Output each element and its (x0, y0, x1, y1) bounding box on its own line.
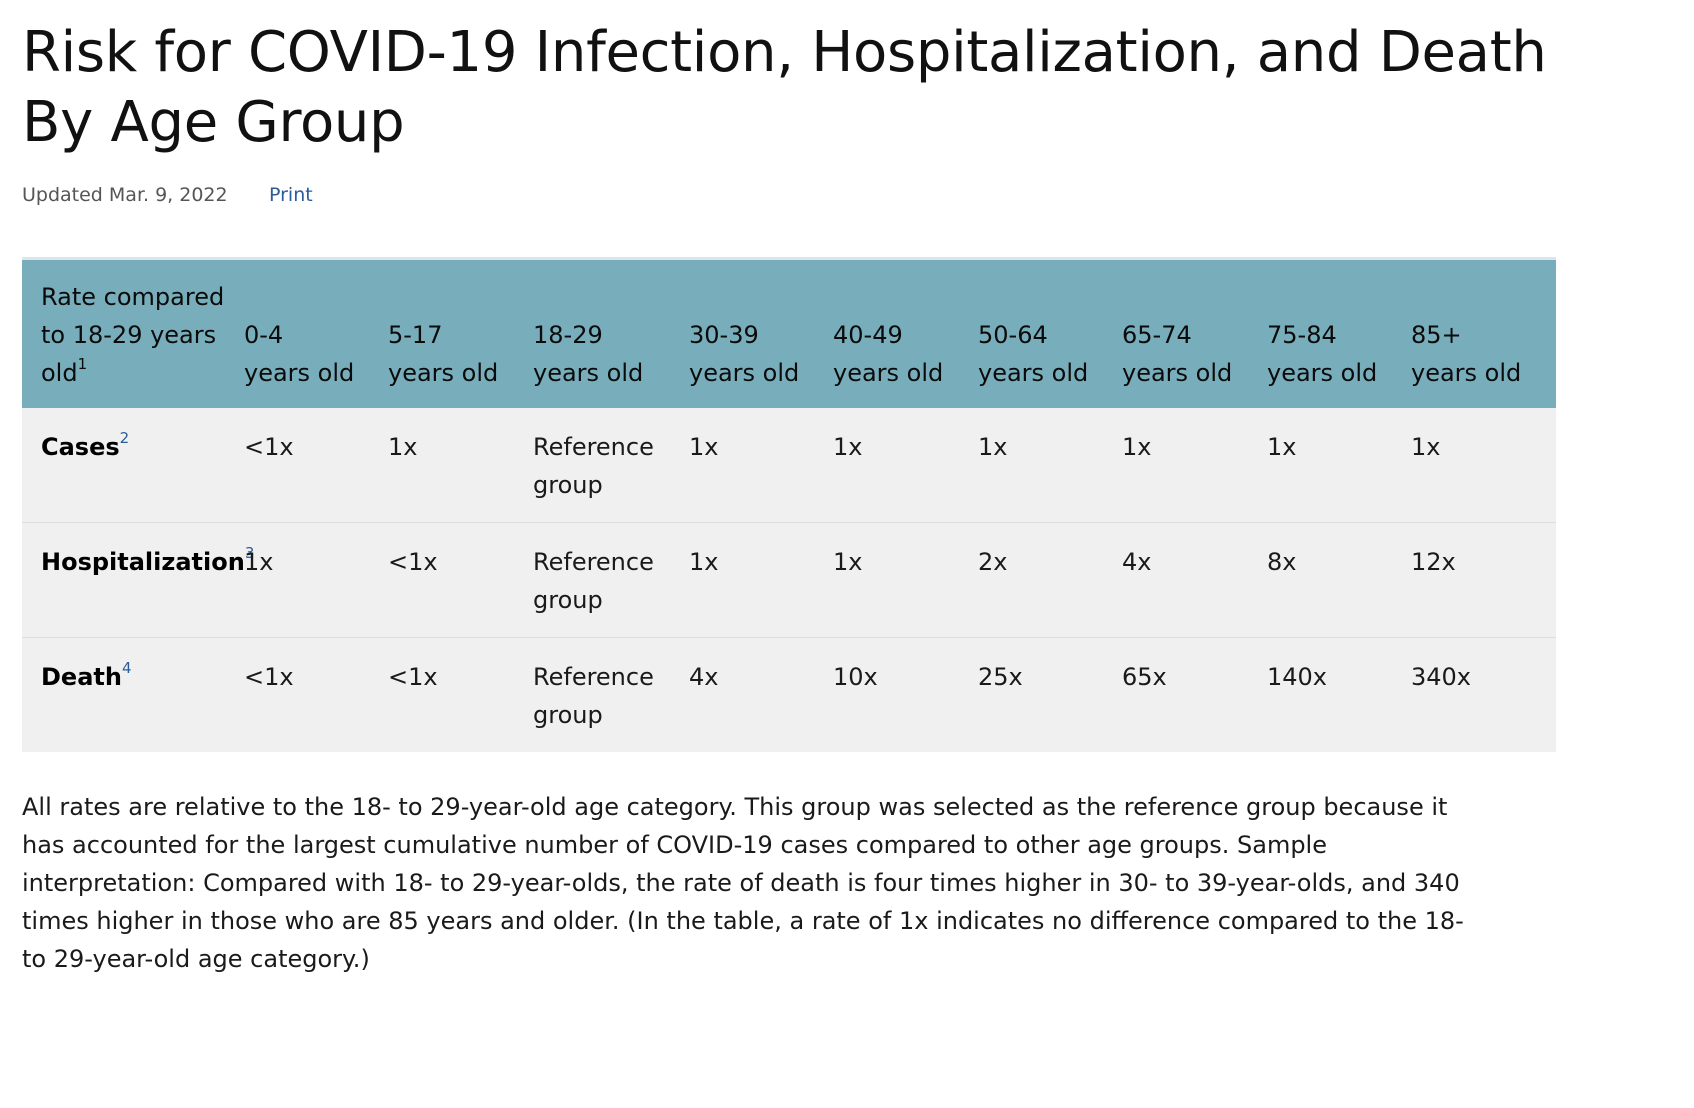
column-header: 65-74 years old (1122, 259, 1267, 409)
column-header-unit: years old (1411, 359, 1522, 387)
footnote-4-link[interactable]: 4 (121, 659, 132, 677)
column-header: 75-84 years old (1267, 259, 1411, 409)
footnote-1-link[interactable]: 1 (77, 355, 88, 373)
row-header-death: Death4 (22, 638, 244, 753)
column-header: 0-4 years old (244, 259, 388, 409)
table-cell: 1x (689, 548, 719, 576)
table-row: Hospitalization3 1x <1x Reference group … (22, 522, 1556, 638)
table-cell: 1x (1122, 433, 1152, 461)
column-header-unit: years old (1122, 359, 1233, 387)
table-header-row: Rate compared to 18-29 years old1 0-4 yea… (22, 258, 1556, 409)
column-header-range: 18-29 (533, 321, 603, 349)
table-cell: 65x (1122, 663, 1167, 691)
table-cell: 1x (244, 548, 274, 576)
table-cell: 1x (1267, 433, 1297, 461)
column-header-range: 5-17 (388, 321, 443, 349)
risk-table: Rate compared to 18-29 years old1 0-4 yea… (22, 257, 1556, 752)
column-header-range: 85+ (1411, 321, 1462, 349)
table-cell: 25x (978, 663, 1023, 691)
table-cell: 1x (689, 433, 719, 461)
row-header-label: Death (41, 663, 122, 691)
row-header-label: Cases (41, 433, 120, 461)
column-header-unit: years old (244, 359, 355, 387)
column-header: 50-64 years old (978, 259, 1122, 409)
table-cell: 1x (833, 548, 863, 576)
column-header-range: 65-74 (1122, 321, 1192, 349)
column-header: 18-29 years old (533, 259, 689, 409)
table-cell: Reference group (533, 548, 654, 614)
table-cell: Reference group (533, 433, 654, 499)
corner-header-label: Rate compared to 18-29 years old (41, 283, 225, 387)
table-cell: 4x (689, 663, 719, 691)
column-header-range: 50-64 (978, 321, 1048, 349)
table-row: Cases2 <1x 1x Reference group 1x 1x 1x 1… (22, 408, 1556, 523)
table-cell: 1x (388, 433, 418, 461)
table-cell: 140x (1267, 663, 1328, 691)
column-header: 5-17 years old (388, 259, 533, 409)
print-link[interactable]: Print (269, 184, 313, 206)
table-cell: 1x (833, 433, 863, 461)
corner-header: Rate compared to 18-29 years old1 (22, 259, 244, 409)
column-header-range: 75-84 (1267, 321, 1337, 349)
table-cell: 340x (1411, 663, 1472, 691)
table-cell: 8x (1267, 548, 1297, 576)
table-row: Death4 <1x <1x Reference group 4x 10x 25… (22, 637, 1556, 753)
column-header-unit: years old (533, 359, 644, 387)
column-header-unit: years old (833, 359, 944, 387)
table-cell: <1x (388, 663, 438, 691)
explanation-paragraph: All rates are relative to the 18- to 29-… (22, 793, 1464, 973)
table-cell: <1x (244, 663, 294, 691)
table-cell: 1x (1411, 433, 1441, 461)
column-header: 30-39 years old (689, 259, 833, 409)
column-header-unit: years old (1267, 359, 1378, 387)
table-cell: 10x (833, 663, 878, 691)
row-header-cases: Cases2 (22, 408, 244, 523)
page-title: Risk for COVID-19 Infection, Hospitaliza… (22, 20, 1547, 155)
row-header-hospitalization: Hospitalization3 (22, 523, 254, 638)
table-cell: 4x (1122, 548, 1152, 576)
table-cell: <1x (388, 548, 438, 576)
table-cell: 2x (978, 548, 1008, 576)
column-header-range: 40-49 (833, 321, 903, 349)
column-header-unit: years old (388, 359, 499, 387)
footnote-2-link[interactable]: 2 (119, 429, 130, 447)
table-cell: Reference group (533, 663, 654, 729)
meta-row: Updated Mar. 9, 2022 Print (22, 180, 1694, 210)
column-header: 85+ years old (1411, 259, 1556, 409)
column-header-range: 0-4 (244, 321, 284, 349)
table-cell: 1x (978, 433, 1008, 461)
table-cell: 12x (1411, 548, 1456, 576)
row-header-label: Hospitalization (41, 548, 245, 576)
table-cell: <1x (244, 433, 294, 461)
column-header: 40-49 years old (833, 259, 978, 409)
column-header-unit: years old (689, 359, 800, 387)
column-header-range: 30-39 (689, 321, 759, 349)
footnote-3-link[interactable]: 3 (244, 544, 255, 562)
updated-date: Updated Mar. 9, 2022 (22, 184, 228, 206)
column-header-unit: years old (978, 359, 1089, 387)
